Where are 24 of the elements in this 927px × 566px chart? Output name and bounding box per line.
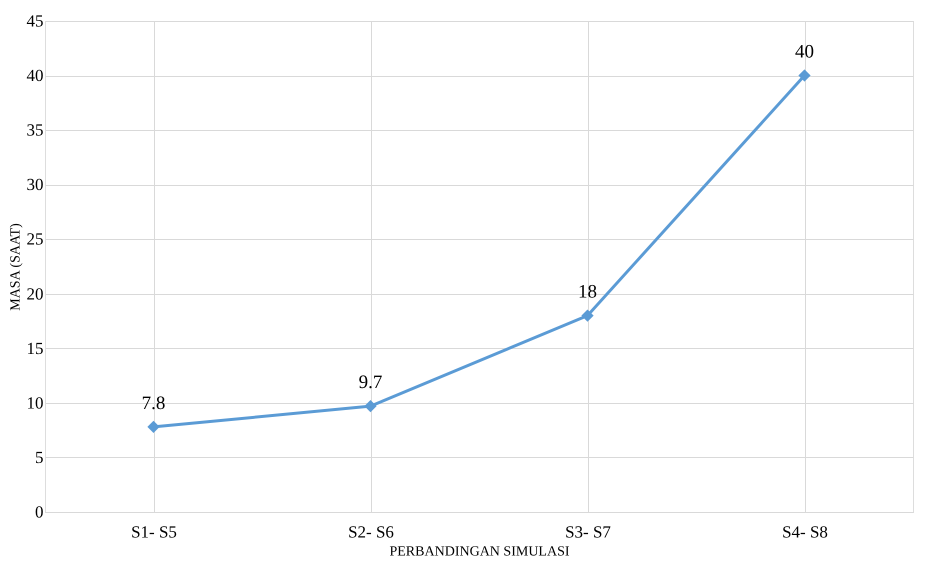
point xyxy=(147,420,160,434)
y-tick-label: 10 xyxy=(26,393,44,412)
y-tick-label: 45 xyxy=(26,12,44,30)
y-axis-title: MASA (SAAT) xyxy=(8,222,24,311)
point xyxy=(798,69,811,82)
x-tick-label: S1- S5 xyxy=(131,522,177,542)
y-tick-label: 40 xyxy=(26,66,44,86)
y-tick-label: 25 xyxy=(26,230,44,249)
y-tick-label: 5 xyxy=(35,448,44,467)
x-tick-label: S2- S6 xyxy=(348,522,394,542)
y-tick-label: 30 xyxy=(26,175,44,194)
point xyxy=(581,309,594,322)
data-label: 18 xyxy=(578,282,597,303)
x-tick-label: S3- S7 xyxy=(565,522,612,542)
x-axis-title: PERBANDINGAN SIMULASI xyxy=(389,544,570,560)
y-tick-label: 20 xyxy=(26,284,44,304)
y-tick-label: 0 xyxy=(35,502,44,522)
data-label: 7.8 xyxy=(142,392,166,414)
x-tick-label: S4- S8 xyxy=(782,522,828,542)
data-label: 40 xyxy=(795,42,814,63)
y-tick-label: 35 xyxy=(26,120,44,140)
point xyxy=(364,400,377,412)
y-tick-label: 15 xyxy=(26,338,44,358)
data-label: 9.7 xyxy=(358,372,382,394)
